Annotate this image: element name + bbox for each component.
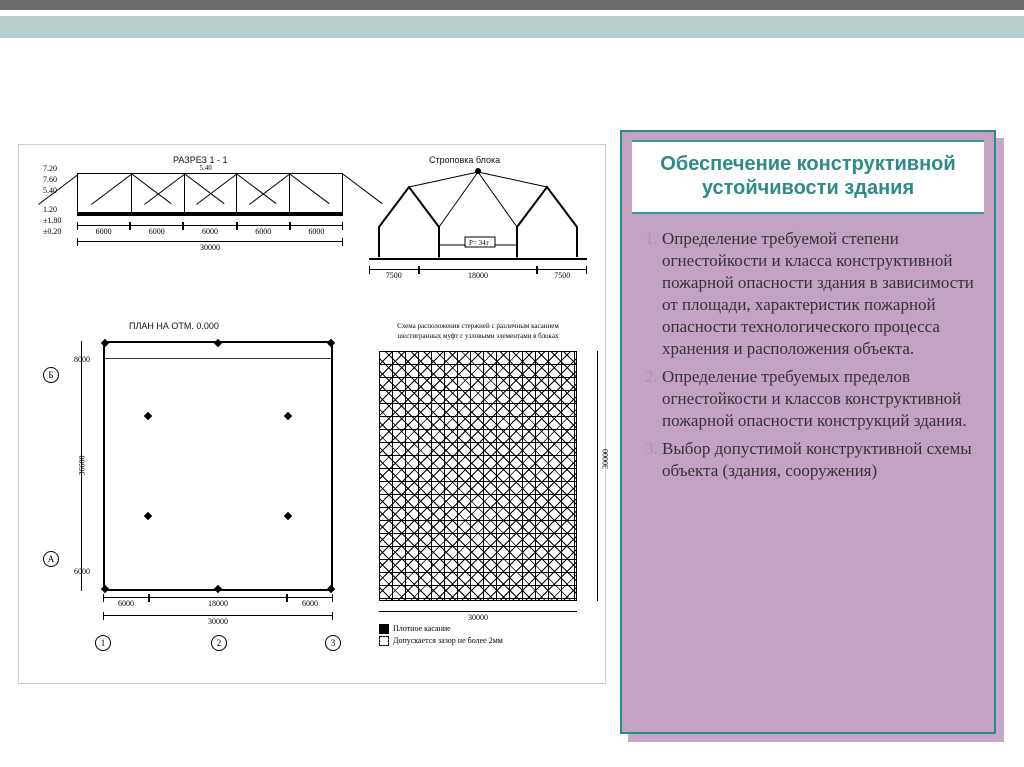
axis-label: Б xyxy=(43,367,59,383)
section-dim-row2: 30000 xyxy=(77,241,343,255)
sling-weight: P= 34т xyxy=(469,239,489,247)
dim: 6000 xyxy=(290,225,343,239)
sling-svg xyxy=(369,167,587,267)
grid-box xyxy=(379,351,577,601)
axis-label: 3 xyxy=(325,635,341,651)
level-5: ±0.20 xyxy=(43,226,73,237)
panel-item-2: Определение требуемых пределов огнестойк… xyxy=(662,366,976,432)
header-bar-teal xyxy=(0,16,1024,38)
plan-vdims: 8000 36600 6000 Б А xyxy=(43,341,95,591)
text-panel: Обеспечение конструктивной устойчивости … xyxy=(620,130,996,734)
axis-label: 1 xyxy=(95,635,111,651)
dim: 7500 xyxy=(537,269,587,283)
plan-dim-row2: 30000 xyxy=(103,615,333,629)
grid-legend: Плотное касание Допускается зазор не бол… xyxy=(379,623,503,647)
panel-item-3: Выбор допустимой конструктивной схемы об… xyxy=(662,438,976,482)
level-0: 7.20 xyxy=(43,163,73,174)
dim: 30000 xyxy=(601,449,610,469)
grid-title: Схема расположения стержней с различным … xyxy=(373,321,583,341)
dim: 6000 xyxy=(183,225,236,239)
section-dim-row1: 6000 6000 6000 6000 6000 xyxy=(77,225,343,239)
truss-center-dim: 5.40 xyxy=(199,164,211,172)
dim: 6000 xyxy=(103,597,149,611)
sling-title: Строповка блока xyxy=(429,155,500,165)
axis-label: А xyxy=(43,551,59,567)
dim: 6000 xyxy=(287,597,333,611)
sling-dims: 7500 18000 7500 xyxy=(369,269,587,283)
sling-diagram: Строповка блока P= 34т 7500 18000 7500 xyxy=(369,155,587,285)
plan-title: ПЛАН НА ОТМ. 0.000 xyxy=(129,321,219,331)
slide-content: РАЗРЕЗ 1 - 1 7.20 7.60 5.40 1.20 ±1.80 ±… xyxy=(0,38,1024,767)
level-3: 1.20 xyxy=(43,204,73,215)
dim: 30000 xyxy=(379,613,577,622)
legend-2: Допускается зазор не более 2мм xyxy=(393,636,503,645)
panel-title: Обеспечение конструктивной устойчивости … xyxy=(638,152,978,200)
grid-dim-h: 30000 xyxy=(379,605,577,619)
dim: 7500 xyxy=(369,269,419,283)
dim: 18000 xyxy=(149,597,287,611)
dim: 6000 xyxy=(130,225,183,239)
dim: 30000 xyxy=(77,241,343,255)
plan-outline xyxy=(103,341,333,591)
plan-hdims: 6000 18000 6000 30000 1 2 3 xyxy=(103,597,333,655)
section-elevation: РАЗРЕЗ 1 - 1 7.20 7.60 5.40 1.20 ±1.80 ±… xyxy=(43,155,353,265)
vdim: 6000 xyxy=(69,567,95,576)
truss-baseline xyxy=(77,213,343,216)
panel-item-1: Определение требуемой степени огнестойко… xyxy=(662,228,976,360)
vdim: 36600 xyxy=(78,453,87,479)
level-4: ±1.80 xyxy=(43,215,73,226)
engineering-drawing: РАЗРЕЗ 1 - 1 7.20 7.60 5.40 1.20 ±1.80 ±… xyxy=(18,144,606,684)
level-2: 5.40 xyxy=(43,185,73,196)
dim: 6000 xyxy=(77,225,130,239)
dim: 6000 xyxy=(237,225,290,239)
section-left-levels: 7.20 7.60 5.40 1.20 ±1.80 ±0.20 xyxy=(43,163,73,237)
dim: 18000 xyxy=(419,269,538,283)
header-bar-dark xyxy=(0,0,1024,10)
vdim: 8000 xyxy=(69,355,95,364)
dim: 30000 xyxy=(103,615,333,629)
grid-title-1: Схема расположения стержней с различным … xyxy=(373,321,583,331)
grid-scheme: Схема расположения стержней с различным … xyxy=(369,321,587,667)
plan-view: ПЛАН НА ОТМ. 0.000 8000 36600 6000 Б А xyxy=(43,321,353,667)
axis-label: 2 xyxy=(211,635,227,651)
plan-dim-row1: 6000 18000 6000 xyxy=(103,597,333,611)
truss-web xyxy=(78,174,342,212)
legend-1: Плотное касание xyxy=(393,624,451,633)
panel-header: Обеспечение конструктивной устойчивости … xyxy=(632,140,984,214)
grid-dim-v: 30000 xyxy=(591,351,611,601)
grid-title-2: шестигранных муфт с узловыми элементами … xyxy=(373,331,583,341)
truss-outline: 5.40 xyxy=(77,173,343,213)
panel-list: Определение требуемой степени огнестойко… xyxy=(662,228,976,482)
